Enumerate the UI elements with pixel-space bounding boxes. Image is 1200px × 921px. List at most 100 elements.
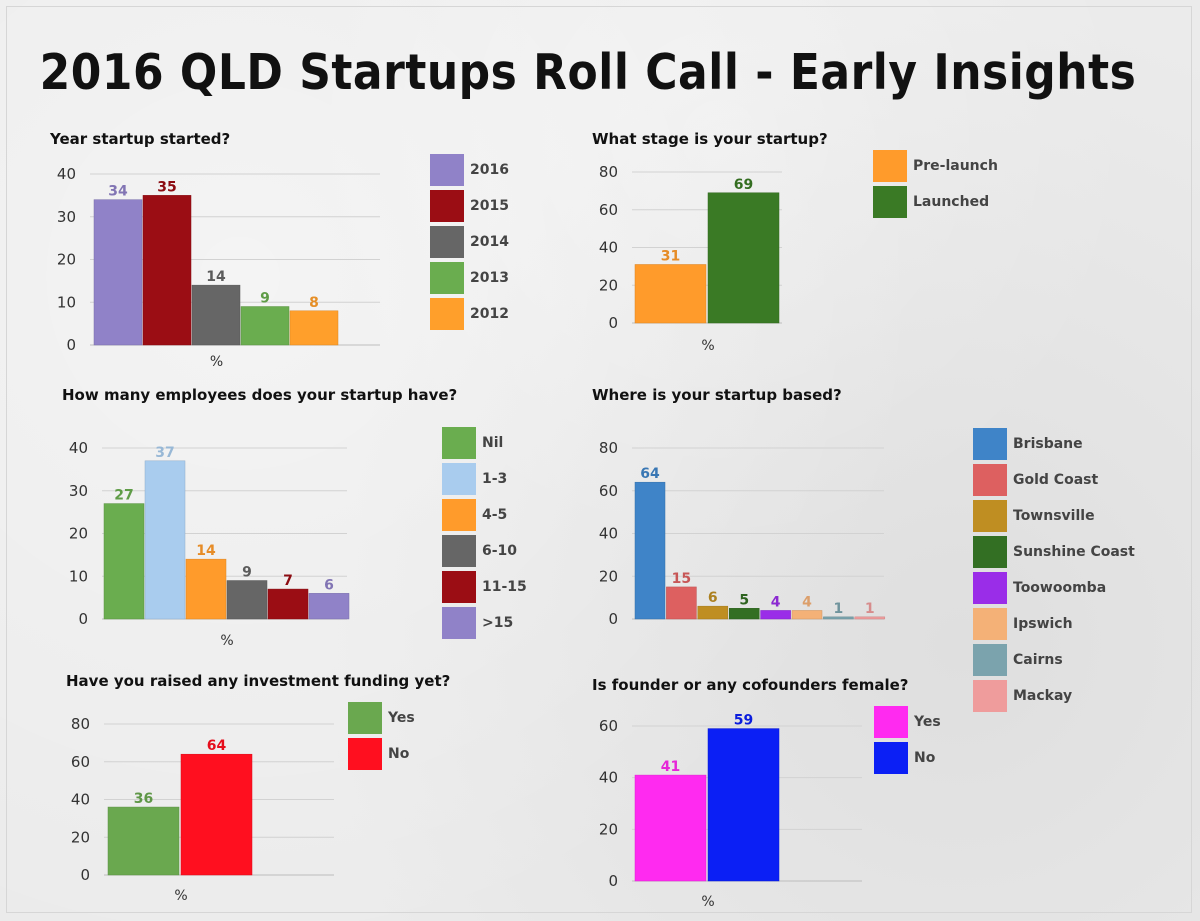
legend-label: Gold Coast [1013,472,1099,488]
value-label-sunshine-coast: 5 [739,592,749,608]
value-label-mackay: 1 [865,601,875,617]
chart-title: Year startup started? [50,130,231,148]
legend-label: >15 [482,615,514,631]
bar-cairns [823,616,854,620]
legend-label: No [388,746,410,762]
y-tick-label: 60 [599,201,618,219]
legend-label: 11-15 [482,579,527,595]
legend-label: Yes [914,714,941,730]
y-tick-label: 80 [599,439,618,457]
y-tick-label: 40 [57,165,76,183]
bar-sunshine-coast [728,608,760,620]
chart-investment-funding: Have you raised any investment funding y… [66,672,566,912]
legend-label: Townsville [1013,508,1095,524]
legend-swatch [874,742,908,774]
y-tick-label: 0 [66,336,76,354]
legend-label: 2016 [470,162,509,178]
legend-label: 2012 [470,306,509,322]
value-label-11-15: 7 [283,573,293,589]
y-tick-label: 60 [599,717,618,735]
value-label-toowoomba: 4 [771,594,781,610]
legend-label: 2014 [470,234,509,250]
y-tick-label: 40 [599,769,618,787]
legend-label: Mackay [1013,688,1073,704]
value-label-2016: 34 [108,184,128,200]
y-tick-label: 0 [80,866,90,884]
chart-plot: 0 10 20 30 40 34 35 14 9 8% [57,165,380,370]
bar-2013 [240,306,290,346]
value-label-gt-15: 6 [324,577,334,593]
y-tick-label: 10 [69,567,88,585]
legend-swatch [873,186,907,218]
y-tick-label: 0 [608,872,618,890]
bar-2015 [142,195,192,346]
value-label-yes: 41 [661,759,680,775]
legend-swatch [442,427,476,459]
y-tick-label: 0 [608,314,618,332]
chart-year-started: Year startup started? 0 10 20 30 40 34 35 14 9 8%… [50,130,570,380]
legend-label: 2013 [470,270,509,286]
chart-plot: 0 10 20 30 40 27 37 14 9 7 6% [69,439,350,649]
bar-6-10 [226,580,268,620]
bar-no [707,728,780,882]
x-axis-label: % [220,633,233,649]
legend-swatch [973,500,1007,532]
y-tick-label: 60 [599,482,618,500]
chart-title: Where is your startup based? [592,386,842,404]
value-label-6-10: 9 [242,565,252,581]
legend-label: Nil [482,435,504,451]
value-label-2013: 9 [260,291,270,307]
y-tick-label: 30 [69,482,88,500]
legend-swatch [973,644,1007,676]
bar-ipswich [791,610,823,620]
value-label-2012: 8 [309,295,319,311]
value-label-2014: 14 [206,269,226,285]
legend-label: Yes [388,710,415,726]
value-label-yes: 36 [134,791,153,807]
chart-title: Is founder or any cofounders female? [592,676,909,694]
legend-swatch [430,262,464,294]
x-axis-label: % [210,354,223,370]
value-label-4-5: 14 [196,543,216,559]
y-tick-label: 0 [78,610,88,628]
y-tick-label: 30 [57,208,76,226]
bar-2014 [191,284,241,346]
chart-plot: 0 20 40 60 80 64 15 6 5 4 4 1 1 [599,439,886,628]
chart-startup-stage: What stage is your startup? 0 20 40 60 80 31 6… [592,130,1152,365]
bar-yes [634,774,707,882]
chart-title: How many employees does your startup hav… [62,386,458,404]
value-label-townsville: 6 [708,590,718,606]
legend-label: 4-5 [482,507,508,523]
legend-swatch [973,572,1007,604]
bar-2016 [93,199,143,346]
bar-brisbane [634,481,666,620]
bar-11-15 [267,588,309,620]
y-tick-label: 20 [599,567,618,585]
legend-swatch [442,571,476,603]
x-axis-label: % [174,888,187,904]
chart-title: Have you raised any investment funding y… [66,672,451,690]
legend-label: Launched [913,194,990,210]
bar-nil [103,503,145,620]
chart-title: What stage is your startup? [592,130,828,148]
chart-female-founder: Is founder or any cofounders female? 0 20… [592,676,1112,916]
value-label-nil: 27 [114,488,133,504]
y-tick-label: 60 [71,753,90,771]
legend-label: Pre-launch [913,158,998,174]
legend-swatch [973,428,1007,460]
legend-label: Brisbane [1013,436,1083,452]
legend-swatch [973,536,1007,568]
bar-1-3 [144,460,186,620]
legend-label: No [914,750,936,766]
value-label-cairns: 1 [834,601,844,617]
chart-plot: 0 20 40 60 41 59% [599,713,862,910]
y-tick-label: 10 [57,293,76,311]
bar-2012 [289,310,339,346]
legend-label: Cairns [1013,652,1063,668]
y-tick-label: 40 [599,239,618,257]
legend-swatch [430,226,464,258]
value-label-2015: 35 [157,179,176,195]
value-label-gold-coast: 15 [672,571,691,587]
legend-label: Ipswich [1013,616,1073,632]
legend-swatch [442,607,476,639]
